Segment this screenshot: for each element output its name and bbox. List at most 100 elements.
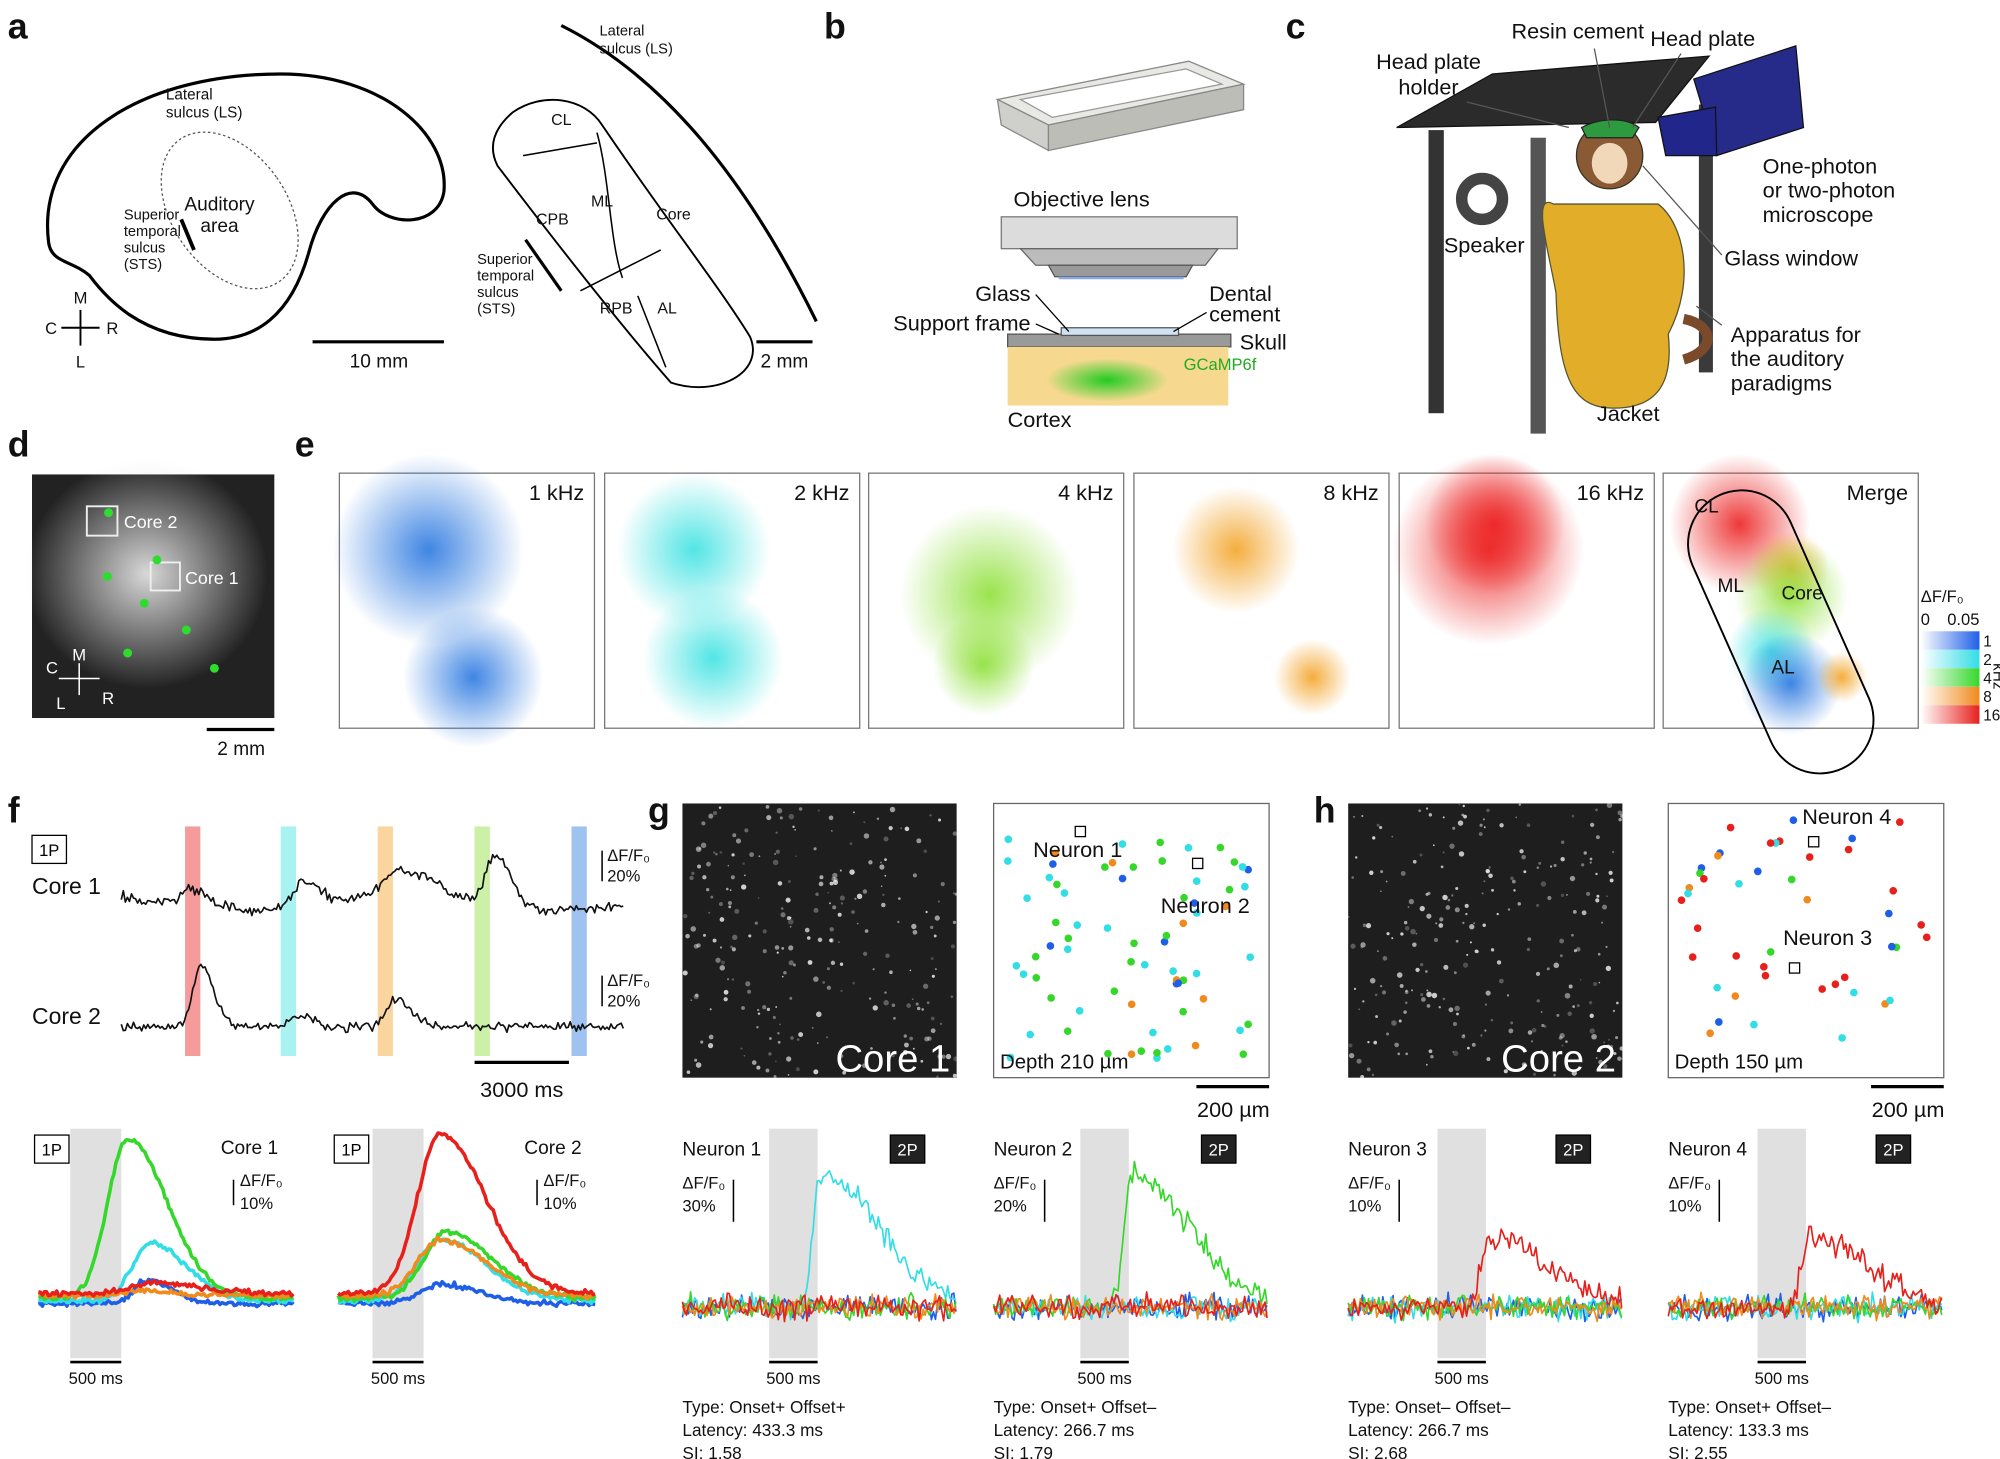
label: Latency: 433.3 ms [682, 1420, 823, 1440]
label: One-photon [1763, 153, 1877, 178]
cell [1003, 857, 1012, 865]
cell-speck [827, 891, 830, 894]
cell [1127, 1000, 1136, 1009]
cell-speck [1479, 823, 1483, 827]
cell-speck [1486, 808, 1490, 813]
cell-speck [777, 1040, 781, 1044]
cell-speck [719, 850, 723, 854]
cell-speck [813, 847, 817, 851]
cell-speck [1612, 1009, 1616, 1013]
cell-speck [903, 1034, 907, 1038]
cell-speck [751, 1060, 757, 1065]
label: 200 µm [1197, 1097, 1270, 1122]
cell [1191, 1041, 1200, 1050]
glass-window [1060, 327, 1180, 337]
cell-speck [1540, 1049, 1543, 1053]
label: 2P [1563, 1140, 1583, 1159]
cell-speck [806, 936, 811, 940]
stimulus-window [1437, 1128, 1486, 1359]
label: ML [1717, 576, 1744, 597]
brain-outline [45, 72, 446, 341]
cell-speck [1581, 863, 1585, 867]
label: Neuron 2 [1161, 893, 1250, 918]
cell-speck [849, 842, 853, 846]
cell-speck [712, 851, 716, 854]
label: Superior [477, 252, 533, 268]
cell-speck [1405, 989, 1408, 993]
cell-speck [1602, 1041, 1606, 1044]
cell-speck [1547, 895, 1552, 901]
cell-speck [840, 902, 844, 905]
cell-speck [1540, 1011, 1543, 1013]
cell [1153, 1048, 1161, 1057]
label: ΔF/F₀ [682, 1174, 725, 1193]
cell-speck [1491, 888, 1494, 892]
cell-speck [779, 1023, 781, 1026]
cell-speck [897, 920, 900, 924]
cell-speck [940, 882, 945, 887]
cell-speck [757, 1012, 761, 1015]
cell-speck [773, 1074, 777, 1079]
cell-speck [1355, 856, 1358, 859]
cell-speck [1619, 1046, 1624, 1051]
average-trace [37, 1137, 294, 1303]
label: Type: Onset+ Offset– [1668, 1397, 1831, 1417]
neuron-box [1074, 825, 1087, 838]
cell-speck [789, 996, 793, 1000]
cell-speck [1595, 898, 1600, 903]
cell-speck [1553, 962, 1560, 969]
cell-speck [1410, 928, 1416, 935]
cell [1140, 960, 1149, 969]
cell-speck [1598, 981, 1601, 984]
cell-speck [1442, 894, 1448, 901]
cell [1031, 952, 1040, 961]
cell-speck [1595, 872, 1598, 876]
cell-speck [1457, 820, 1464, 826]
cell-speck [718, 806, 722, 809]
cell-speck [856, 893, 863, 900]
cell-speck [1517, 902, 1522, 906]
cell-speck [931, 974, 935, 978]
cell-speck [787, 919, 794, 925]
cell-speck [728, 905, 732, 909]
cell [1006, 1053, 1015, 1062]
two-photon-image [1348, 803, 1623, 1078]
cell-speck [775, 849, 780, 854]
cell-speck [1382, 956, 1388, 961]
cell-speck [1526, 823, 1531, 827]
label: Core 2 [124, 512, 178, 532]
cell-speck [953, 1056, 959, 1062]
neuron-box [1788, 962, 1801, 974]
cell-speck [1559, 938, 1565, 944]
cell-speck [842, 1070, 847, 1075]
cell-speck [1561, 1044, 1564, 1047]
cell-speck [719, 965, 726, 971]
cell-speck [825, 1036, 829, 1039]
cell-speck [1617, 1056, 1622, 1061]
cell [1838, 1034, 1846, 1042]
cell-speck [694, 993, 699, 998]
cell-speck [1480, 1034, 1483, 1037]
badge [33, 1134, 70, 1164]
label: 8 [1983, 689, 1992, 706]
cell-speck [787, 879, 791, 883]
cell-speck [1367, 1040, 1370, 1044]
panel-label: g [648, 791, 670, 831]
cell-speck [1490, 948, 1495, 952]
cell-speck [785, 897, 791, 903]
cell [1130, 939, 1138, 948]
cell-speck [723, 989, 729, 995]
label: Neuron 3 [1348, 1139, 1427, 1160]
cell-speck [769, 1037, 772, 1040]
cell-speck [1404, 1001, 1408, 1005]
cell-speck [762, 1005, 767, 1010]
cell-speck [690, 926, 697, 932]
cell-speck [766, 814, 772, 821]
cell-speck [1426, 913, 1432, 919]
label: Speaker [1444, 233, 1525, 258]
cell-speck [934, 915, 940, 921]
label: 16 kHz [1577, 480, 1644, 505]
cell-speck [702, 875, 707, 880]
resin-cement [1580, 119, 1640, 139]
cell-speck [1426, 1004, 1431, 1008]
